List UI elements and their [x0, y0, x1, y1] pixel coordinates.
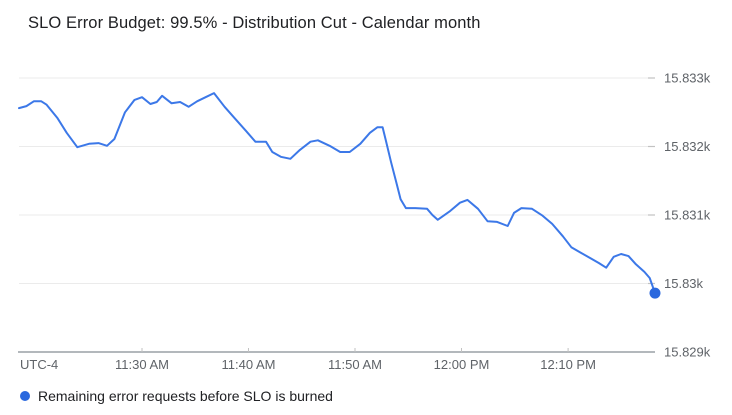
y-tick-label: 15.832k: [664, 139, 711, 154]
legend-series-dot: [20, 391, 30, 401]
y-tick-label: 15.83k: [664, 276, 704, 291]
chart-title: SLO Error Budget: 99.5% - Distribution C…: [28, 14, 481, 32]
legend-series-label: Remaining error requests before SLO is b…: [38, 388, 333, 404]
series-line: [18, 92, 656, 295]
y-tick-label: 15.829k: [664, 345, 711, 360]
timezone-label: UTC-4: [20, 357, 58, 372]
latest-value-dot: [649, 287, 661, 299]
x-tick-label: 12:00 PM: [434, 357, 490, 372]
legend-item[interactable]: Remaining error requests before SLO is b…: [20, 388, 333, 404]
y-tick-label: 15.831k: [664, 208, 711, 223]
x-tick-label: 11:30 AM: [115, 357, 169, 372]
x-tick-label: 12:10 PM: [540, 357, 596, 372]
x-tick-label: 11:50 AM: [328, 357, 382, 372]
x-tick-label: 11:40 AM: [222, 357, 276, 372]
y-tick-label: 15.833k: [664, 71, 711, 86]
